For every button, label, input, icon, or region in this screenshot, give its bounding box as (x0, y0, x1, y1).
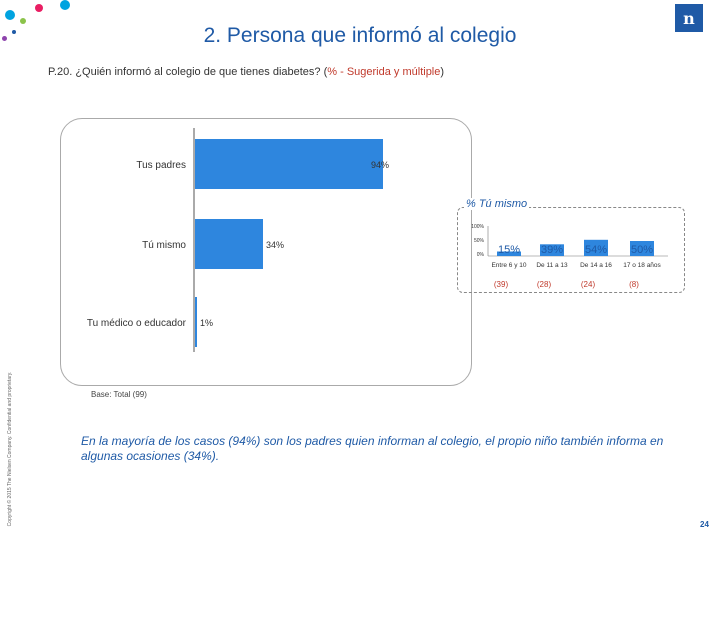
main-bar-chart: Tus padres 94% Tú mismo 34% Tu médico o educ… (87, 128, 389, 352)
inset-category-label-3: 17 o 18 años (623, 262, 661, 269)
question-text: P.20. ¿Quién informó al colegio de que t… (48, 66, 444, 78)
inset-value-label-2: 54% (585, 244, 607, 256)
inset-chart-title: % Tú mismo (464, 198, 530, 210)
inset-ytick-2: 0% (477, 252, 485, 258)
page-title: 2. Persona que informó al colegio (203, 24, 517, 47)
chart-svg: Tus padres 94% Tú mismo 34% Tu médico o educ… (87, 128, 668, 352)
value-label-1: 34% (266, 240, 284, 250)
bar-1 (195, 219, 263, 269)
inset-value-label-0: 15% (498, 244, 520, 256)
inset-chart-frame (457, 207, 685, 293)
question-prefix: P.20. ¿Quién informó al colegio de que t… (48, 66, 328, 78)
inset-bar-1 (540, 244, 564, 256)
inset-base-label-1: (28) (537, 280, 552, 289)
inset-base-label-3: (8) (629, 280, 639, 289)
question-accent: % - Sugerida y múltiple (327, 66, 441, 78)
inset-value-label-1: 39% (541, 244, 563, 256)
summary-text: En la mayoría de los casos (94%) son los… (81, 434, 664, 463)
category-label-2: Tu médico o educador (87, 318, 187, 329)
category-label-0: Tus padres (136, 160, 186, 171)
base-note: Base: Total (99) (91, 390, 147, 399)
inset-ytick-1: 50% (474, 238, 485, 244)
inset-bar-2 (584, 239, 608, 256)
brand-logo: n (675, 4, 703, 32)
bar-0 (195, 139, 383, 189)
inset-base-label-2: (24) (581, 280, 596, 289)
inset-base-label-0: (39) (494, 280, 509, 289)
question-suffix: ) (440, 66, 445, 78)
value-label-2: 1% (200, 318, 213, 328)
inset-bar-chart: 100% 50% 0% 15% Entre 6 y 10 (39) 39% De 11 a 1… (471, 224, 668, 289)
decor-dot (12, 30, 16, 34)
inset-value-label-3: 50% (631, 244, 653, 256)
inset-bar-3 (630, 241, 654, 256)
decor-dot (20, 18, 26, 24)
value-label-0: 94% (371, 160, 389, 170)
chart-panel (60, 118, 472, 386)
copyright-text: Copyright © 2015 The Nielsen Company. Co… (7, 371, 13, 527)
inset-category-label-1: De 11 a 13 (536, 262, 568, 269)
inset-category-label-0: Entre 6 y 10 (491, 262, 526, 269)
inset-category-label-2: De 14 a 16 (580, 262, 612, 269)
inset-ytick-0: 100% (471, 224, 484, 230)
bar-2 (195, 297, 197, 347)
page-number: 24 (700, 520, 709, 529)
decor-dot (5, 10, 15, 20)
inset-bar-0 (497, 251, 521, 256)
decor-dot (60, 0, 70, 10)
decor-dot (35, 4, 43, 12)
category-label-1: Tú mismo (142, 240, 186, 251)
decor-dot (2, 36, 7, 41)
